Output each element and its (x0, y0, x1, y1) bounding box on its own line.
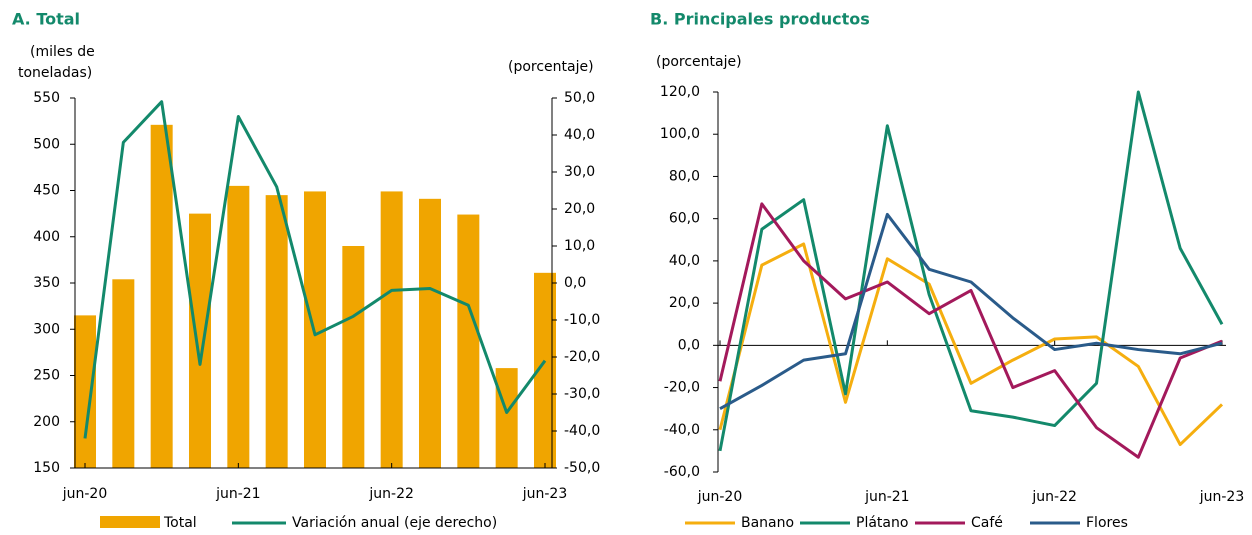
x-tick-label: jun-22 (368, 486, 414, 502)
x-tick-label: jun-20 (62, 486, 108, 502)
line (719, 212, 1223, 410)
line (718, 202, 1223, 459)
y2-tick-label: 30,0 (564, 164, 595, 180)
x-tick-label: jun-20 (697, 489, 743, 505)
y2-tick-label: -20,0 (564, 349, 600, 365)
y2-tick-label: -40,0 (564, 423, 600, 439)
y-tick-label: 400 (33, 229, 60, 245)
bar (265, 195, 288, 468)
y2-tick-label: -30,0 (564, 386, 600, 402)
x-tick-label: jun-23 (1199, 489, 1245, 505)
y-tick-label: -60,0 (664, 464, 700, 480)
bar (342, 246, 365, 468)
line (718, 242, 1224, 447)
y-tick-label: 200 (33, 414, 60, 430)
bar (112, 279, 135, 468)
legend-label: Variación anual (eje derecho) (292, 515, 497, 531)
legend-label: Banano (741, 515, 794, 531)
y2-tick-label: 20,0 (564, 201, 595, 217)
line (83, 100, 547, 439)
y-tick-label: -20,0 (664, 380, 700, 396)
bar (74, 315, 96, 468)
y-axis-label: toneladas) (18, 65, 92, 81)
y2-tick-label: -10,0 (564, 312, 600, 328)
legend-label: Total (163, 515, 197, 531)
y-tick-label: 20,0 (669, 295, 700, 311)
y-tick-label: 300 (33, 321, 60, 337)
y2-tick-label: -50,0 (564, 460, 600, 476)
y2-tick-label: 0,0 (564, 275, 586, 291)
legend-swatch (100, 516, 160, 528)
bar (227, 185, 250, 468)
legend-label: Plátano (856, 515, 908, 531)
y-tick-label: 0,0 (678, 337, 700, 353)
y-tick-label: 450 (33, 183, 60, 199)
y2-tick-label: 40,0 (564, 127, 595, 143)
y-tick-label: 60,0 (669, 211, 700, 227)
y2-tick-label: 50,0 (564, 90, 595, 106)
y-tick-label: 250 (33, 368, 60, 384)
y2-axis-label: (porcentaje) (508, 59, 594, 75)
x-tick-label: jun-21 (864, 489, 910, 505)
y2-tick-label: 10,0 (564, 238, 595, 254)
chart-title: B. Principales productos (650, 10, 870, 29)
y-tick-label: 100,0 (660, 126, 700, 142)
x-tick-label: jun-22 (1031, 489, 1077, 505)
bar (380, 191, 403, 469)
y-tick-label: 40,0 (669, 253, 700, 269)
x-tick-label: jun-23 (522, 486, 568, 502)
y-tick-label: 120,0 (660, 84, 700, 100)
chart-title: A. Total (12, 10, 80, 29)
line (718, 90, 1224, 452)
y-tick-label: 350 (33, 275, 60, 291)
bar (419, 198, 441, 468)
legend-label: Café (971, 515, 1003, 531)
x-tick-label: jun-21 (215, 486, 261, 502)
bar (150, 124, 173, 468)
bar (495, 368, 518, 468)
legend-label: Flores (1086, 515, 1128, 531)
y-axis-label: (porcentaje) (656, 54, 742, 70)
y-tick-label: 80,0 (669, 168, 700, 184)
y-tick-label: 550 (33, 90, 60, 106)
y-tick-label: -40,0 (664, 422, 700, 438)
bar (189, 213, 211, 468)
bar (457, 214, 480, 468)
y-tick-label: 150 (33, 460, 60, 476)
y-tick-label: 500 (33, 136, 60, 152)
bar (534, 272, 556, 468)
y-axis-label: (miles de (30, 44, 95, 60)
